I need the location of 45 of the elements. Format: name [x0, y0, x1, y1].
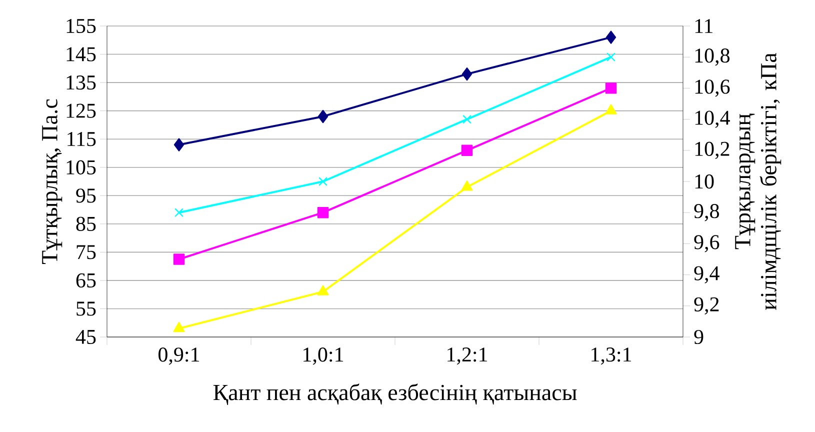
x-tick-label: 1,2:1: [448, 348, 488, 365]
y2-tick-label: 10,8: [695, 48, 730, 66]
y-tick-label: 55: [76, 302, 96, 316]
y-tick-label: 115: [68, 132, 96, 146]
y2-tick-label: 11: [695, 19, 712, 33]
y2-tick-label: 10,2: [695, 142, 730, 159]
x-tick-label: 1,3:1: [592, 348, 632, 365]
point: [462, 114, 472, 124]
y-tick-label: 45: [76, 330, 96, 344]
point: [173, 322, 185, 332]
y-tick-label: 65: [76, 273, 96, 288]
point: [173, 254, 185, 265]
y2-tick-label: 10,4: [695, 110, 730, 128]
y-axis-title: Тұтқырлық, Па.с: [42, 99, 62, 264]
y-tick-label: 145: [66, 47, 96, 62]
x-tick-label: 0,9:1: [158, 348, 200, 365]
point: [605, 82, 617, 94]
y2-axis-title: Тұрқылардың иілімдщілік беріктігі, кПа: [735, 52, 782, 310]
point: [174, 138, 184, 152]
point: [318, 110, 328, 124]
x-axis-title: Қант пен асқабақ езбесінің қатынасы: [213, 384, 577, 405]
point: [174, 208, 184, 218]
point: [317, 285, 329, 296]
y-tick-label: 95: [76, 188, 96, 203]
y2-tick-label: 10: [695, 174, 714, 189]
y2-tick-label: 10,6: [695, 80, 730, 97]
y-tick-label: 75: [76, 245, 96, 260]
y-tick-label: 135: [66, 75, 96, 90]
y-tick-label: 125: [66, 104, 96, 118]
y2-tick-label: 9: [694, 330, 704, 344]
point: [317, 207, 329, 218]
point: [462, 67, 472, 81]
point: [606, 30, 616, 44]
y-tick-label: 85: [76, 216, 96, 231]
y2-tick-label: 9,8: [694, 204, 719, 222]
y2-tick-label: 9,6: [694, 235, 720, 252]
y-tick-label: 155: [66, 18, 96, 34]
y-tick-label: 105: [66, 160, 96, 174]
point: [461, 180, 473, 191]
y2-tick-label: 9,4: [694, 266, 720, 284]
point: [461, 144, 473, 156]
y2-tick-label: 9,2: [694, 297, 719, 314]
point: [606, 52, 616, 62]
x-tick-label: 1,0:1: [304, 348, 344, 365]
point: [318, 177, 328, 186]
